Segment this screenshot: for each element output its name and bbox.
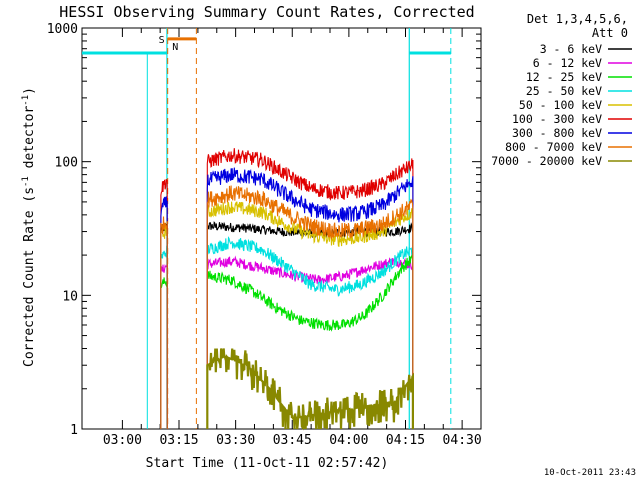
- legend-header-line1: Det 1,3,4,5,6,: [527, 12, 628, 26]
- series-line-3: [206, 253, 414, 429]
- y-axis-label-part2: detector: [22, 106, 37, 177]
- y-tick-label: 1: [70, 423, 78, 438]
- series-line-8: [206, 185, 414, 429]
- legend-label: 7000 - 20000 keV: [491, 154, 602, 168]
- series-line-6: [206, 148, 414, 429]
- flag-s-label: S: [159, 35, 165, 46]
- legend-label: 3 - 6 keV: [540, 42, 602, 56]
- series-line-6: [160, 178, 168, 429]
- series-line-4: [160, 244, 168, 429]
- x-tick-label: 04:30: [443, 433, 482, 448]
- x-tick-label: 03:45: [273, 433, 312, 448]
- series-line-3: [160, 277, 168, 429]
- legend-label: 25 - 50 keV: [526, 84, 602, 98]
- series-line-2: [160, 263, 168, 429]
- legend-header-line2: Att 0: [592, 26, 628, 40]
- y-axis-label: Corrected Count Rate (s-1 detector-1): [21, 87, 37, 367]
- y-tick-label: 100: [55, 156, 78, 171]
- y-axis-label-part1: Corrected Count Rate (s: [22, 187, 37, 367]
- legend-label: 300 - 800 keV: [512, 126, 602, 140]
- legend-label: 100 - 300 keV: [512, 112, 602, 126]
- plot-frame: [81, 27, 482, 430]
- series-line-7: [206, 167, 414, 429]
- series-line-9: [206, 348, 414, 431]
- series-line-7: [160, 196, 168, 429]
- y-axis-label-sup2: -1: [21, 95, 31, 106]
- y-axis-label-sup1: -1: [21, 176, 31, 187]
- x-tick-label: 03:00: [103, 433, 142, 448]
- legend-label: 800 - 7000 keV: [505, 140, 602, 154]
- series-line-4: [206, 236, 414, 429]
- y-tick-label: 1000: [47, 22, 78, 37]
- chart-title: HESSI Observing Summary Count Rates, Cor…: [59, 3, 474, 21]
- x-axis-label: Start Time (11-Oct-11 02:57:42): [146, 456, 389, 471]
- y-axis-label-part3: ): [22, 87, 37, 95]
- x-tick-label: 03:30: [216, 433, 255, 448]
- x-tick-label: 04:15: [386, 433, 425, 448]
- legend-label: 50 - 100 keV: [519, 98, 602, 112]
- flag-n-label: N: [172, 42, 178, 53]
- series-line-5: [206, 200, 414, 429]
- x-tick-label: 03:15: [159, 433, 198, 448]
- series-line-2: [206, 255, 414, 429]
- x-tick-label: 04:00: [329, 433, 368, 448]
- timestamp: 10-Oct-2011 23:43: [544, 468, 636, 478]
- series-line-5: [160, 225, 168, 429]
- legend-label: 6 - 12 keV: [533, 56, 602, 70]
- plot-area: 1 10 100 1000 03:00 03:15 03:30 03:45 04:00 04:15…: [47, 22, 482, 448]
- legend-label: 12 - 25 keV: [526, 70, 602, 84]
- y-tick-label: 10: [62, 289, 78, 304]
- series-line-8: [160, 216, 168, 429]
